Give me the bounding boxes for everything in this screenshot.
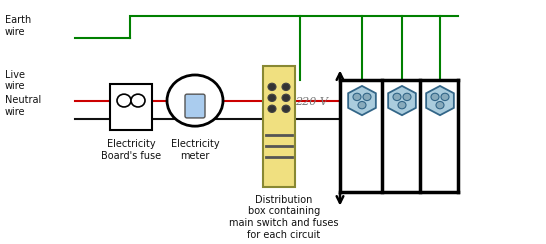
Text: Electricity
meter: Electricity meter [171,139,219,161]
FancyBboxPatch shape [185,94,205,118]
Circle shape [393,93,401,101]
Circle shape [117,94,131,107]
Circle shape [403,93,411,101]
Polygon shape [348,86,376,115]
Text: Electricity
Board's fuse: Electricity Board's fuse [101,139,161,161]
Circle shape [268,94,276,102]
Circle shape [441,93,449,101]
Circle shape [282,105,290,112]
Text: Distribution
box containing
main switch and fuses
for each circuit: Distribution box containing main switch … [229,195,339,240]
Text: Neutral
wire: Neutral wire [5,95,41,117]
Circle shape [398,102,406,109]
Circle shape [282,94,290,102]
Text: 220 V: 220 V [295,97,328,107]
Polygon shape [426,86,454,115]
Circle shape [353,93,361,101]
Circle shape [282,83,290,91]
Bar [263,66,295,187]
Bar [110,84,152,130]
Circle shape [358,102,366,109]
Circle shape [268,83,276,91]
Circle shape [363,93,371,101]
Circle shape [431,93,439,101]
Text: Earth
wire: Earth wire [5,15,31,37]
Polygon shape [388,86,416,115]
Circle shape [131,94,145,107]
Circle shape [268,105,276,112]
Text: Live
wire: Live wire [5,70,26,92]
Circle shape [167,75,223,126]
Circle shape [436,102,444,109]
